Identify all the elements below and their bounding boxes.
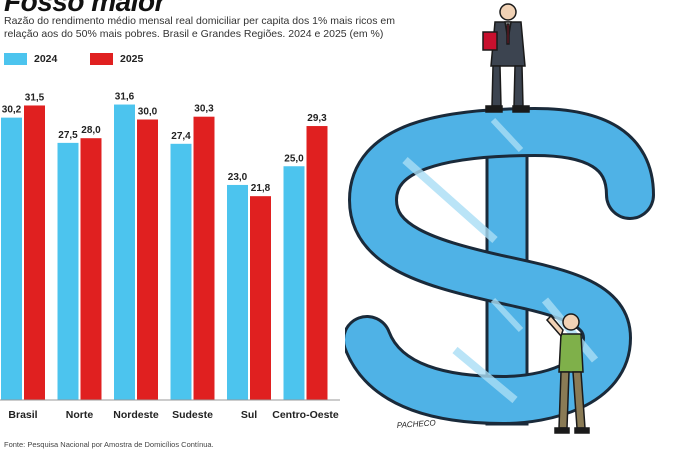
- bar-2024-centro-oeste: [283, 166, 305, 400]
- bar-2025-brasil: [24, 105, 45, 400]
- data-label-2024-sudeste: 27,4: [171, 131, 191, 142]
- bar-2025-nordeste: [137, 119, 158, 400]
- legend-swatch-2025: [90, 53, 113, 65]
- bar-2024-sudeste: [170, 143, 192, 400]
- data-label-2024-sul: 23,0: [228, 172, 248, 183]
- bar-2024-sul: [227, 184, 248, 400]
- bar-2024-norte: [57, 142, 79, 400]
- bar-2025-sudeste: [193, 116, 215, 400]
- data-label-2025-centro-oeste: 29,3: [307, 113, 327, 124]
- bar-2025-norte: [80, 138, 102, 400]
- businessman-figure: [482, 3, 530, 113]
- dollar-sign-icon: [345, 106, 655, 426]
- bar-2024-nordeste: [114, 104, 135, 400]
- bar-2024-brasil: [1, 117, 22, 400]
- data-label-2024-nordeste: 31,6: [115, 92, 135, 103]
- legend-label-2025: 2025: [120, 53, 144, 65]
- category-label-nordeste: Nordeste: [113, 409, 159, 421]
- artist-signature: PACHECO: [397, 418, 437, 430]
- category-label-brasil: Brasil: [8, 409, 37, 421]
- data-label-2025-norte: 28,0: [81, 125, 101, 136]
- data-label-2025-sudeste: 30,3: [194, 104, 214, 115]
- data-label-2025-brasil: 31,5: [25, 92, 45, 103]
- legend-label-2024: 2024: [34, 53, 58, 65]
- data-label-2024-brasil: 30,2: [2, 105, 22, 116]
- bar-2025-centro-oeste: [306, 126, 328, 401]
- poor-man-figure: [545, 313, 590, 434]
- data-label-2025-nordeste: 30,0: [138, 107, 158, 118]
- category-label-centro-oeste: Centro-Oeste: [272, 409, 339, 421]
- category-label-sul: Sul: [241, 409, 257, 421]
- legend-item-2025: 2025: [90, 53, 143, 65]
- cartoon-illustration: PACHECO: [345, 3, 655, 434]
- chart-title: Fosso maior: [4, 0, 165, 17]
- bar-chart: 30,231,5 Brasil 27,5 28,0 Norte 31,630,0 Norde…: [0, 92, 340, 421]
- data-label-2025-sul: 21,8: [251, 183, 271, 194]
- category-label-sudeste: Sudeste: [172, 409, 213, 421]
- legend-swatch-2024: [4, 53, 27, 65]
- category-label-norte: Norte: [66, 409, 94, 421]
- chart-subtitle: Razão do rendimento médio mensal real do…: [4, 15, 396, 40]
- data-label-2024-centro-oeste: 25,0: [284, 153, 304, 164]
- source-note: Fonte: Pesquisa Nacional por Amostra de …: [4, 440, 214, 449]
- bar-2025-sul: [250, 196, 271, 400]
- data-label-2024-norte: 27,5: [58, 130, 78, 141]
- legend-item-2024: 2024: [4, 53, 57, 65]
